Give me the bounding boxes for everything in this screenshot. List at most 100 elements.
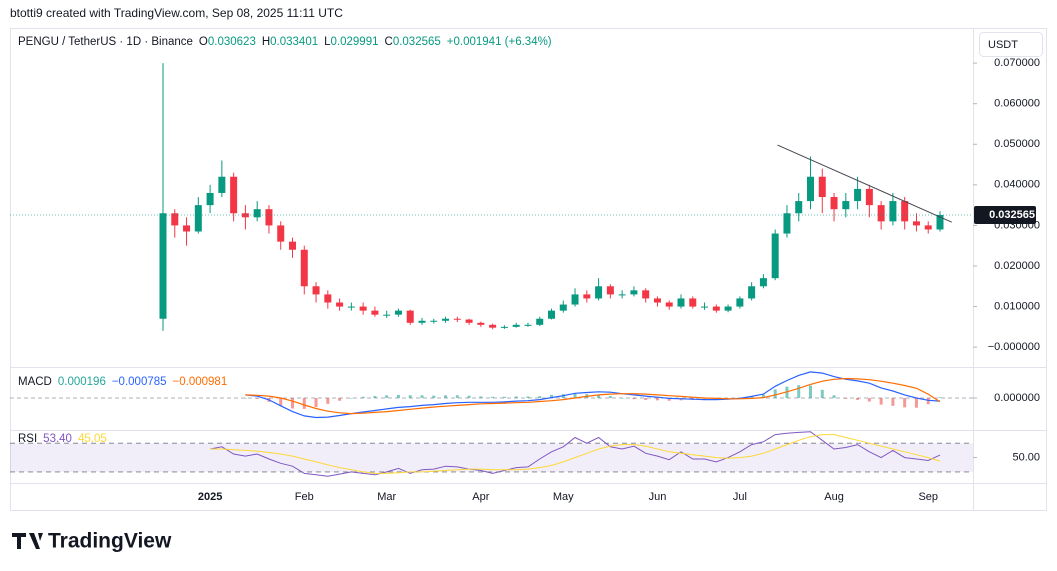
logo-icon [12, 533, 43, 549]
candle-body [324, 294, 332, 303]
candle-body [912, 221, 920, 226]
ohlc-item: H 0.033401 [262, 36, 318, 48]
price-change: +0.001941 (+6.34%) [446, 36, 552, 48]
candle-body [489, 324, 497, 328]
y-tick-label: 0.070000 [994, 57, 1040, 69]
histogram-bar [408, 395, 412, 398]
histogram-bar [538, 396, 542, 398]
candle-body [642, 290, 650, 299]
histogram-bar [797, 385, 801, 398]
candle-body [571, 294, 579, 305]
histogram-bar [349, 398, 353, 399]
ohlc-value: 0.029991 [330, 36, 379, 48]
candle-body [759, 278, 767, 287]
y-tick-label: 50.00 [1012, 451, 1040, 463]
candle-body [807, 176, 814, 202]
histogram-bar [809, 385, 812, 398]
histogram-bar [338, 398, 342, 401]
x-tick-label: 2025 [198, 491, 222, 503]
histogram-bar [655, 398, 659, 401]
indicator-line [210, 434, 941, 474]
macd-legend: MACD 0.000196 −0.000785 −0.000981 [18, 376, 227, 388]
candle-body [183, 225, 191, 232]
histogram-bar [479, 396, 483, 398]
candle-body [889, 201, 897, 222]
candle-body [548, 310, 555, 319]
candle-body [453, 318, 461, 320]
ohlc-item: C 0.032565 [385, 36, 441, 48]
y-tick-label: 0.040000 [994, 179, 1040, 191]
histogram-bar [773, 389, 777, 398]
indicator-line [245, 371, 941, 419]
candle-body [783, 213, 791, 234]
currency[interactable]: USDT [988, 39, 1018, 51]
histogram-bar [373, 396, 377, 398]
y-tick-label: 0.020000 [994, 260, 1040, 272]
header: btotti9 created with TradingView.com, Se… [10, 6, 343, 20]
histogram-bar [644, 398, 648, 400]
candle-body [465, 319, 473, 323]
legend-value: −0.000785 [111, 376, 167, 388]
histogram-bar [632, 398, 636, 400]
histogram-bar [314, 398, 318, 407]
x-tick-label: Aug [824, 491, 844, 503]
candle-body [206, 192, 214, 206]
histogram-bar [291, 398, 294, 409]
histogram-bar [761, 394, 765, 398]
histogram-bar [444, 395, 448, 398]
histogram-bar [432, 395, 436, 398]
rsi-legend: RSI 53.40 45.05 [18, 433, 107, 445]
x-tick-label: Jun [649, 491, 667, 503]
candle-body [442, 318, 450, 321]
histogram-bar [526, 396, 530, 398]
candle-body [218, 176, 226, 193]
ohlc-value: 0.030623 [207, 36, 256, 48]
ohlc-value: 0.033401 [270, 36, 319, 48]
ohlc-item: L 0.029991 [324, 36, 378, 48]
chart-frame [10, 28, 1047, 511]
candle-body [230, 176, 238, 214]
candle-body [394, 310, 402, 315]
y-tick-label: 0.000000 [994, 392, 1040, 404]
candle-body [512, 324, 520, 327]
candle-body [865, 188, 873, 206]
symbol: PENGU / TetherUS · 1D · Binance [18, 36, 193, 48]
histogram-bar [856, 398, 860, 400]
x-tick-label: Mar [377, 491, 396, 503]
legend-value: −0.000981 [172, 376, 228, 388]
histogram-bar [396, 394, 400, 398]
candle-body [854, 188, 862, 202]
candle-body [842, 201, 850, 210]
ohlc-value: 0.032565 [392, 36, 441, 48]
candle-body [924, 225, 932, 230]
trendline [777, 144, 952, 223]
candle-body [877, 205, 885, 222]
histogram-bar [514, 396, 518, 398]
x-tick-label: Apr [472, 491, 489, 503]
candle-body [748, 286, 756, 299]
histogram-bar [255, 398, 259, 399]
candle-body [736, 298, 744, 307]
last-price-label: 0.032565 [989, 209, 1035, 221]
candle-body [241, 213, 249, 218]
candle-body [253, 209, 261, 218]
histogram-bar [361, 396, 365, 398]
histogram-bar [750, 396, 754, 398]
ohlc-label: O [198, 36, 208, 48]
candle-body [524, 324, 532, 326]
currency-button[interactable] [979, 32, 1043, 57]
y-tick-label: 0.010000 [994, 300, 1040, 312]
candle-body [665, 302, 673, 307]
histogram-bar [903, 398, 907, 408]
histogram-bar [832, 395, 836, 398]
candle-body [630, 290, 638, 295]
candle-body [712, 306, 720, 311]
candle-body [171, 213, 179, 226]
candle-body [795, 201, 803, 214]
histogram-bar [455, 395, 459, 398]
histogram-bar [879, 398, 883, 405]
indicator-title: RSI [18, 433, 38, 445]
candle-body [818, 176, 826, 198]
histogram-bar [385, 395, 389, 398]
